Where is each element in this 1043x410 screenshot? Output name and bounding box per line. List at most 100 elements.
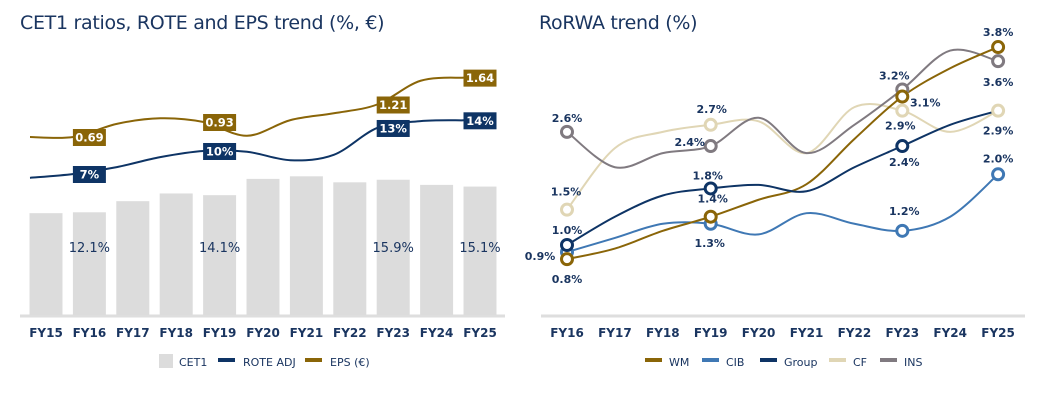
legend-label-eps: EPS (€) [330,356,370,369]
rorwa-data-label: 1.3% [694,237,725,250]
data-label-box [72,129,106,146]
rorwa-data-label: 2.9% [885,120,916,133]
legend-swatch-rote-adj [218,358,235,362]
wm-marker [991,40,1006,55]
ins-marker [703,139,718,154]
x-tick-label: FY17 [116,326,150,340]
data-label: 1.64 [466,71,494,85]
x-tick-label: FY16 [550,326,584,340]
data-label-box [203,114,237,131]
ins-marker [991,54,1006,69]
legend-swatch-wm [645,358,662,362]
x-tick-label: FY24 [933,326,967,340]
cf-marker [703,117,718,132]
ins-line [566,48,999,169]
cet1-bar-fy20 [246,178,280,315]
rorwa-data-label: 2.4% [674,136,705,149]
legend-label-wm: WM [669,356,689,369]
rorwa-data-label: 2.4% [889,156,920,169]
cet1-bar-fy15 [29,213,63,315]
x-tick-label: FY19 [203,326,237,340]
cet1-bar-fy24 [420,184,454,315]
cf-marker [895,103,910,118]
data-label-box [376,96,410,114]
cet1-bar-fy23 [376,179,410,315]
legend-label-cib: CIB [726,356,744,369]
x-tick-label: FY25 [463,326,497,340]
x-tick-label: FY22 [333,326,367,340]
rorwa-data-label: 1.5% [551,186,582,199]
x-tick-label: FY18 [159,326,193,340]
legend-swatch-group [760,358,777,362]
data-label: 14% [466,114,494,128]
x-tick-label: FY25 [981,326,1015,340]
cet1-data-label: 14.1% [199,241,240,256]
cib-marker [991,167,1006,182]
data-label-box [376,119,410,137]
x-tick-label: FY22 [838,326,872,340]
data-label-box [72,166,106,183]
rorwa-data-label: 2.6% [552,112,583,125]
x-tick-label: FY21 [290,326,324,340]
legend-swatch-cet1 [159,354,173,368]
cet1-bar-fy25 [463,186,497,315]
rorwa-data-label: 0.8% [552,273,583,286]
rorwa-data-label: 1.4% [697,193,728,206]
data-label: 7% [80,168,100,182]
group-marker [895,139,910,154]
cet1-data-label: 15.9% [373,241,414,256]
data-label: 10% [206,144,234,158]
rorwa-data-label: 3.2% [879,69,910,82]
legend-swatch-eps [305,358,322,362]
x-tick-label: FY23 [886,326,920,340]
legend-swatch-cib [702,358,719,362]
rorwa-data-label: 1.8% [692,169,723,182]
rorwa-data-label: 2.0% [983,152,1014,165]
cf-line [566,103,999,211]
cf-marker [560,202,574,217]
legend-label-ins: INS [904,356,922,369]
left-chart-title: CET1 ratios, ROTE and EPS trend (%, €) [20,12,385,34]
rorwa-data-label: 3.6% [983,76,1014,89]
cet1-data-label: 12.1% [69,241,110,256]
cet1-bar-fy16 [72,212,106,315]
group-line [566,109,999,246]
group-marker [560,238,574,252]
wm-marker [895,89,910,104]
x-tick-label: FY20 [742,326,776,340]
cib-marker [895,223,910,238]
data-label: 1.21 [379,98,407,112]
cet1-bar-fy17 [116,201,150,315]
data-label: 0.69 [75,131,103,145]
data-label: 0.93 [205,116,233,130]
legend-swatch-ins [880,358,897,362]
rorwa-data-label: 1.0% [552,224,583,237]
cet1-bar-fy18 [159,193,193,315]
legend-swatch-cf [829,358,846,362]
x-tick-label: FY16 [73,326,107,340]
x-tick-label: FY23 [376,326,410,340]
x-tick-label: FY17 [598,326,632,340]
cet1-bar-fy21 [289,176,323,315]
rorwa-data-label: 3.8% [983,26,1014,39]
cet1-data-label: 15.1% [459,241,500,256]
x-tick-label: FY18 [646,326,680,340]
wm-marker [703,209,718,224]
x-tick-label: FY24 [420,326,454,340]
cet1-bar-fy19 [203,195,237,315]
right-chart-title: RoRWA trend (%) [539,12,698,34]
group-marker [703,181,718,196]
wm-marker [560,252,574,267]
rorwa-data-label: 1.2% [889,205,920,218]
wm-line [566,46,999,261]
data-label-box [463,112,497,130]
x-tick-label: FY20 [246,326,280,340]
cib-line [566,173,999,254]
x-tick-label: FY19 [694,326,728,340]
data-label: 13% [379,121,407,135]
ins-marker [560,124,574,139]
cf-marker [991,103,1006,118]
legend-label-cf: CF [853,356,867,369]
data-label-box [463,69,497,87]
